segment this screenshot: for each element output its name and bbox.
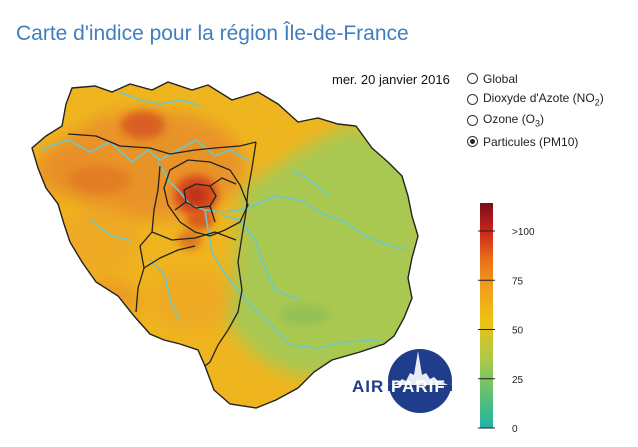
logo-text-air: AIR <box>352 377 384 396</box>
department-borders <box>67 133 257 367</box>
idf-pollution-map[interactable] <box>0 0 470 440</box>
airparif-logo: AIR PARIF <box>352 349 452 413</box>
legend-tick-label: 50 <box>512 326 524 337</box>
pollutant-label-no2: Dioxyde d'Azote (NO2) <box>483 91 604 108</box>
eiffel-skyline-icon <box>392 351 448 385</box>
paris-inner-ring <box>163 159 249 237</box>
color-scale-bar <box>480 203 493 428</box>
radio-ozone[interactable] <box>467 115 478 126</box>
radio-pm10[interactable] <box>467 136 478 147</box>
pollution-index-legend: >100 75 50 25 0 <box>478 203 535 435</box>
rivers <box>39 91 406 349</box>
radio-global[interactable] <box>467 73 478 84</box>
pollutant-label-ozone: Ozone (O3) <box>483 112 545 129</box>
legend-tick-label: 0 <box>512 424 518 435</box>
map-date: mer. 20 janvier 2016 <box>332 72 450 87</box>
pollutant-label-pm10: Particules (PM10) <box>483 134 579 149</box>
legend-tick-label: 75 <box>512 276 524 287</box>
pollutant-label-global: Global <box>483 71 518 86</box>
legend-tick-label: >100 <box>512 227 535 238</box>
page-title: Carte d'indice pour la région Île-de-Fra… <box>16 22 409 45</box>
legend-tick-label: 25 <box>512 375 524 386</box>
pollutant-selector: Global Dioxyde d'Azote (NO2) Ozone (O3) … <box>467 68 604 152</box>
pollutant-option-no2[interactable]: Dioxyde d'Azote (NO2) <box>467 89 604 110</box>
pollutant-option-pm10[interactable]: Particules (PM10) <box>467 131 604 152</box>
radio-no2[interactable] <box>467 94 478 105</box>
pollutant-option-global[interactable]: Global <box>467 68 604 89</box>
logo-text-parif: PARIF <box>391 377 446 396</box>
pollutant-option-ozone[interactable]: Ozone (O3) <box>467 110 604 131</box>
